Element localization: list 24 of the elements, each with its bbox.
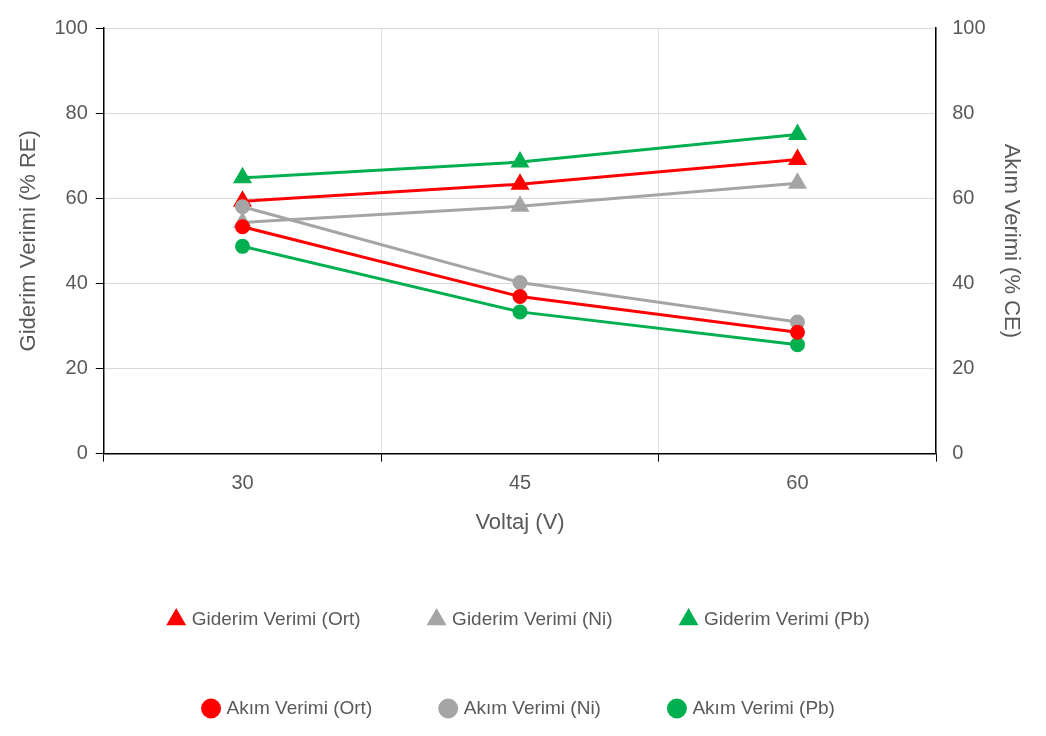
y-axis-title: Giderim Verimi (% RE): [15, 130, 41, 352]
y2-tick-label: 0: [952, 441, 964, 464]
legend-label: Akım Verimi (Pb): [692, 696, 835, 718]
legend-label: Giderim Verimi (Ni): [452, 607, 613, 629]
legend-label: Akım Verimi (Ort): [226, 696, 373, 718]
y-tick-label: 40: [65, 270, 88, 293]
x-tick-label: 30: [231, 471, 254, 494]
x-tick-label: 60: [786, 471, 809, 494]
y2-tick-label: 40: [952, 270, 975, 293]
legend-label: Giderim Verimi (Pb): [704, 607, 870, 629]
y2-tick-label: 80: [952, 100, 975, 123]
y-tick-label: 80: [65, 100, 88, 123]
x-axis-title: Voltaj (V): [475, 508, 565, 534]
y-tick-label: 60: [65, 185, 88, 208]
y-tick-label: 0: [76, 441, 88, 464]
legend-label: Akım Verimi (Ni): [463, 696, 601, 718]
y-tick-label: 100: [54, 15, 88, 38]
y2-tick-label: 100: [952, 15, 986, 38]
x-tick-label: 45: [508, 471, 532, 494]
y-tick-label: 20: [65, 356, 88, 378]
y2-tick-label: 20: [952, 356, 975, 378]
y2-tick-label: 60: [952, 185, 975, 208]
legend-label: Giderim Verimi (Ort): [191, 607, 361, 629]
y2-axis-title: Akım Verimi (% CE): [999, 143, 1025, 338]
